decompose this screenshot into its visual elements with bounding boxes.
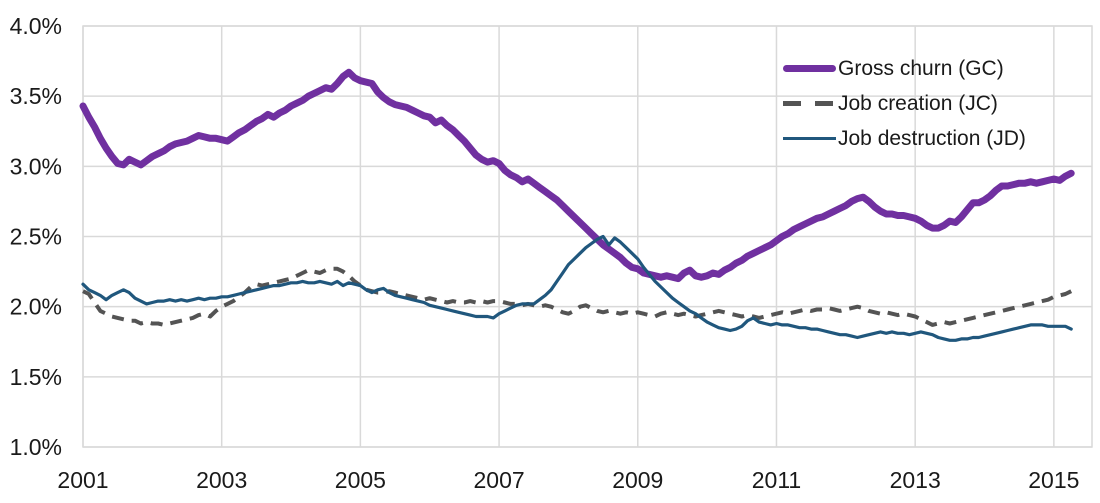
x-axis-tick-label: 2003: [196, 467, 247, 493]
x-axis-tick-label: 2011: [752, 467, 801, 493]
legend-label-gross-churn: Gross churn (GC): [838, 56, 1004, 80]
y-axis-tick-label: 1.5%: [10, 364, 62, 390]
legend-item-job-destruction: Job destruction (JD): [783, 121, 1026, 156]
y-axis-tick-label: 3.0%: [10, 153, 62, 179]
y-axis-tick-label: 4.0%: [10, 13, 62, 39]
legend-label-job-destruction: Job destruction (JD): [838, 126, 1026, 150]
series-line-jd: [81, 234, 1073, 342]
jc-dashed-line-swatch: [783, 101, 836, 106]
x-axis-tick-label: 2001: [57, 467, 108, 493]
x-axis-tick-label: 2007: [473, 467, 524, 493]
y-axis-tick-label: 2.5%: [10, 224, 62, 250]
plot-border: [82, 25, 1093, 448]
legend-item-gross-churn: Gross churn (GC): [783, 51, 1026, 86]
series-line-gc: [79, 68, 1075, 283]
series-line-jc: [82, 266, 1073, 327]
gc-line-swatch: [783, 65, 836, 72]
legend-label-job-creation: Job creation (JC): [838, 91, 998, 115]
legend: Gross churn (GC) Job creation (JC) Job d…: [783, 51, 1026, 156]
x-axis-tick-label: 2009: [612, 467, 663, 493]
x-axis-tick-label: 2013: [890, 467, 941, 493]
x-axis-tick-label: 2005: [335, 467, 386, 493]
y-axis-tick-label: 1.0%: [10, 434, 62, 460]
y-axis-tick-label: 2.0%: [10, 294, 62, 320]
y-axis-tick-label: 3.5%: [10, 83, 62, 109]
legend-item-job-creation: Job creation (JC): [783, 86, 1026, 121]
x-axis-tick-label: 2015: [1028, 467, 1079, 493]
jd-line-swatch: [783, 136, 836, 141]
